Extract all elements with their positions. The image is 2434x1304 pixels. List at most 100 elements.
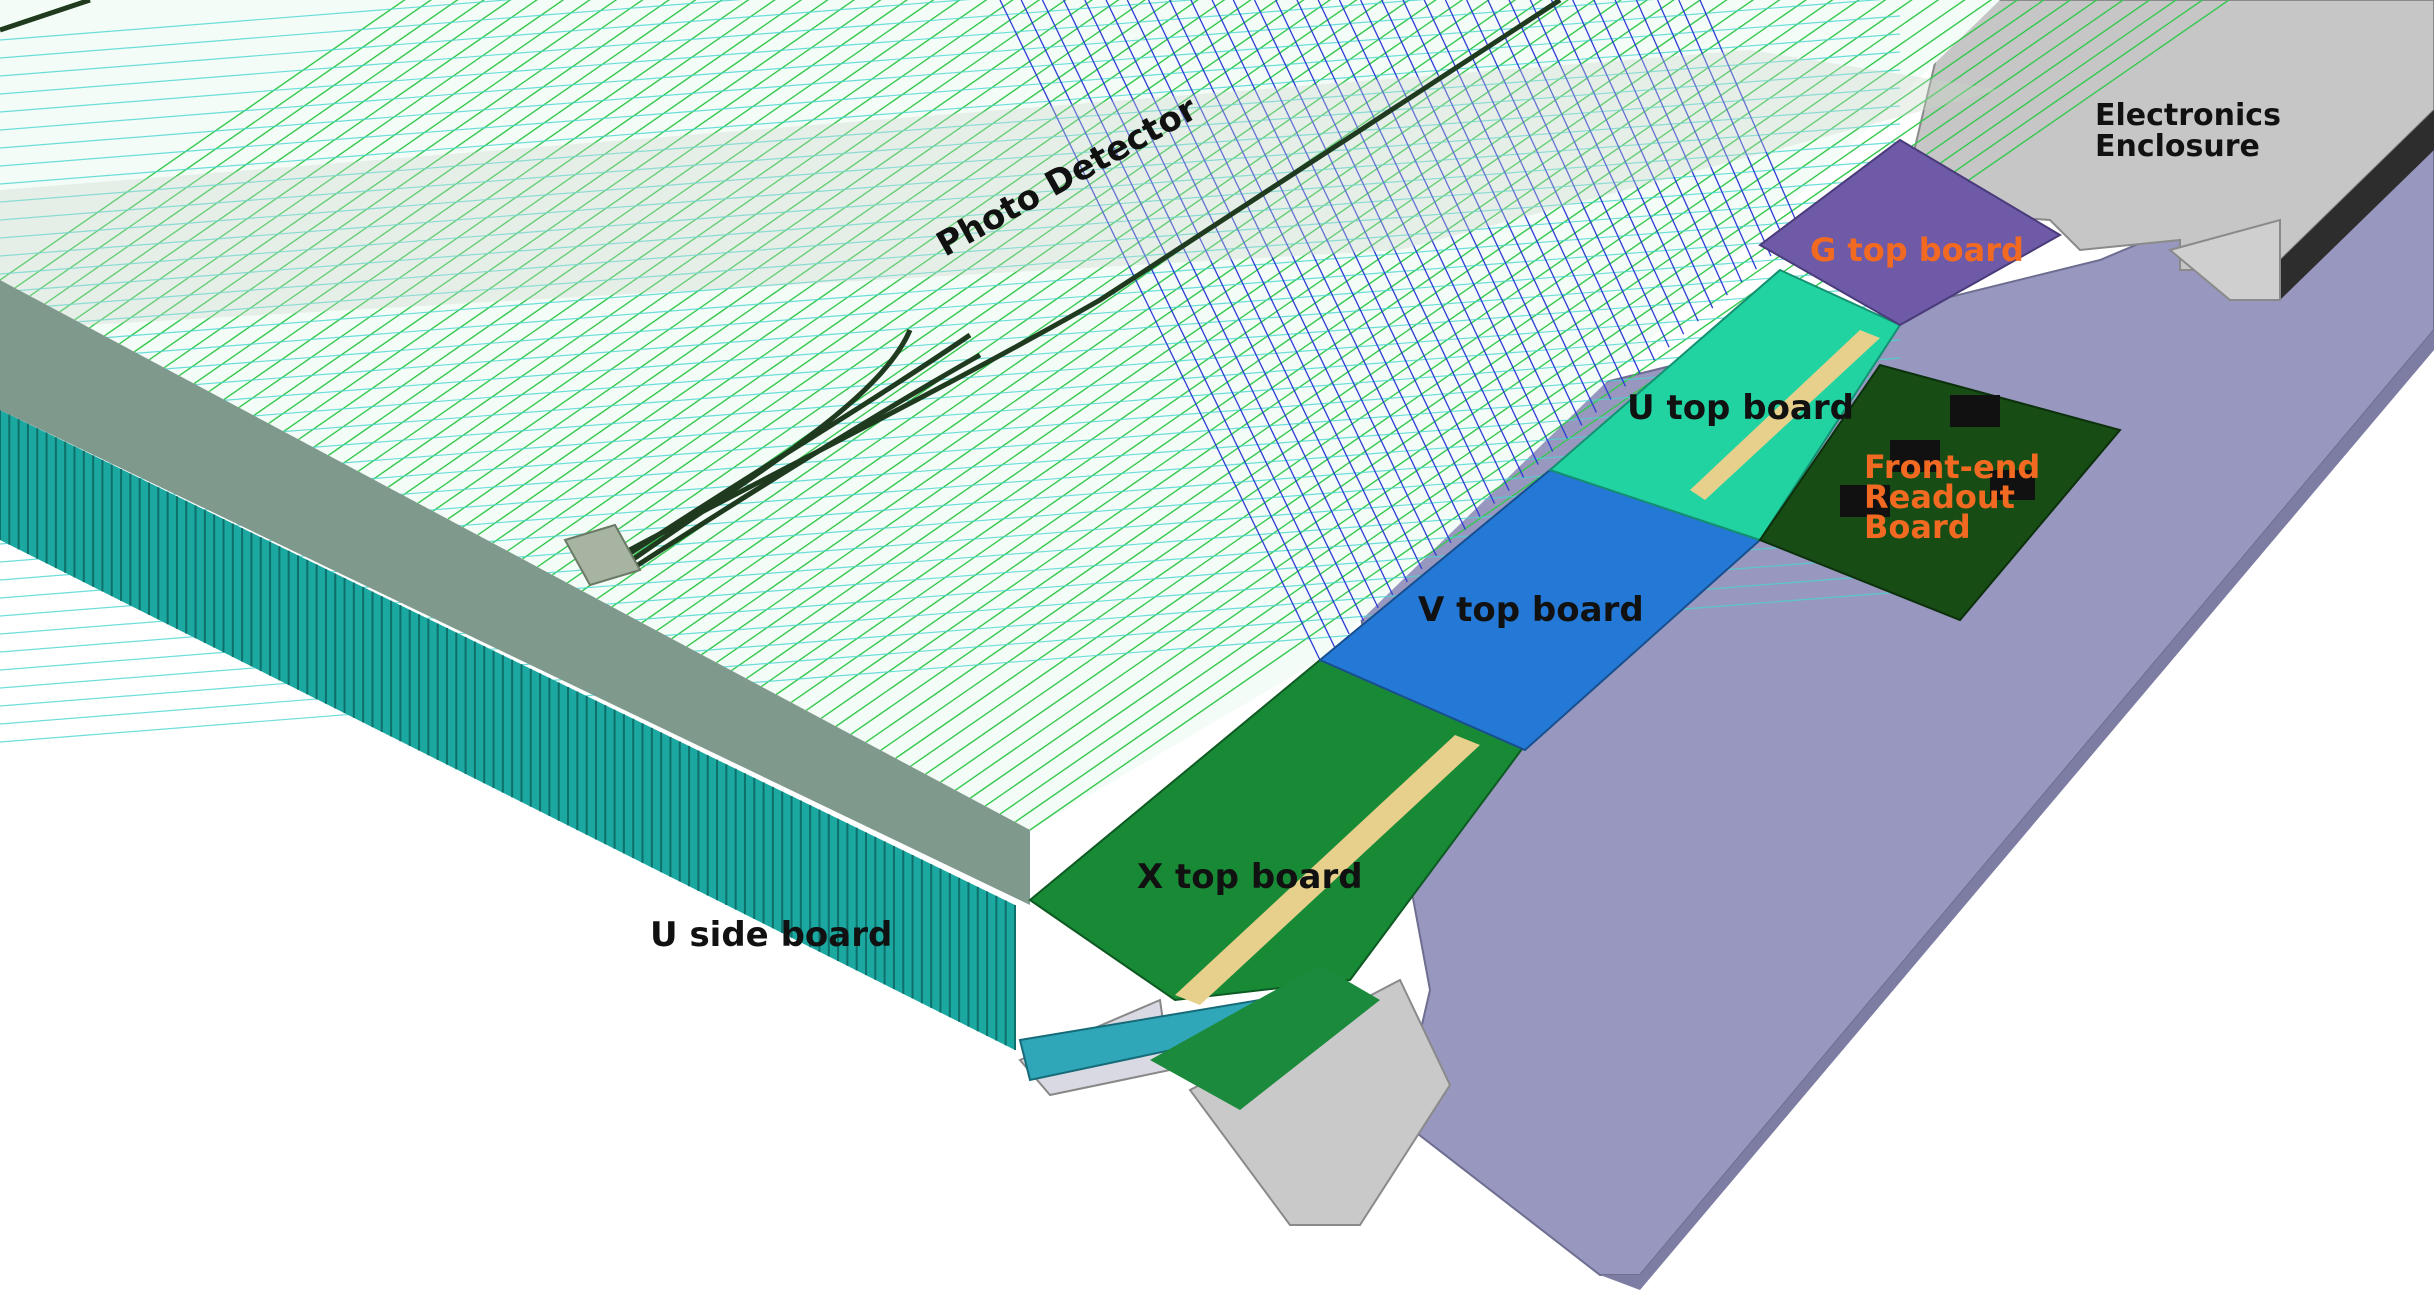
x-board-trace <box>1175 735 1480 1005</box>
wire <box>1466 0 1641 374</box>
wire <box>1656 0 1772 257</box>
wire <box>1063 0 1365 622</box>
wire <box>0 195 1901 347</box>
wire <box>1296 0 1525 478</box>
connector-board <box>1150 965 1380 1110</box>
wire <box>1402 0 1597 413</box>
wire <box>1317 0 1539 465</box>
wire <box>1508 0 1670 348</box>
wire <box>462 0 1226 528</box>
label-front-end-readout-board: Front-end Readout Board <box>1864 448 2041 543</box>
wire <box>208 0 776 393</box>
wire <box>820 0 1860 719</box>
photo-detector-fibers <box>0 0 1562 573</box>
wire <box>357 0 1041 472</box>
wire <box>596 0 1464 600</box>
wire <box>0 15 1901 167</box>
wire <box>477 0 1252 536</box>
label-g-top-board: G top board <box>1810 231 2024 269</box>
wire <box>805 0 1834 712</box>
x-top-board <box>1028 658 1527 1002</box>
wire <box>1360 0 1568 439</box>
wire <box>626 0 1517 616</box>
label-readout: Readout <box>1864 478 2015 516</box>
u-board-trace <box>1690 330 1880 500</box>
wire <box>178 0 723 377</box>
wire <box>0 285 1901 437</box>
wire <box>387 0 1094 488</box>
wire <box>865 0 1940 743</box>
wire <box>910 0 2019 767</box>
wire <box>1381 0 1583 426</box>
wire <box>1020 0 1336 648</box>
wire <box>1147 0 1423 570</box>
wire <box>775 0 1781 696</box>
wire <box>566 0 1411 584</box>
wire <box>402 0 1120 496</box>
side-board-top-edge <box>0 280 1030 905</box>
wire <box>850 0 1913 735</box>
wire <box>1169 0 1437 557</box>
wire <box>0 0 971 77</box>
label-u-side-board: U side board <box>650 915 893 955</box>
wire <box>0 0 1199 95</box>
wire <box>0 123 1901 275</box>
wire <box>253 0 856 417</box>
wire <box>14 0 433 289</box>
wire <box>0 303 1901 455</box>
wire <box>0 0 406 281</box>
wire <box>1572 0 1714 309</box>
u-side-board <box>0 410 1015 1050</box>
wire <box>0 141 1901 293</box>
wire <box>1253 0 1496 504</box>
wire <box>1190 0 1452 544</box>
wire <box>1084 0 1379 609</box>
wire <box>984 0 2151 807</box>
photo-detector-block <box>563 523 642 587</box>
wire <box>1678 0 1787 244</box>
wire <box>133 0 644 353</box>
wire <box>686 0 1622 648</box>
wire <box>313 0 961 448</box>
wire <box>835 0 1887 727</box>
wire <box>0 51 1901 203</box>
wire <box>1487 0 1656 361</box>
wire <box>536 0 1358 568</box>
wire <box>1699 0 1801 231</box>
wire <box>0 0 1427 113</box>
label-front-end: Front-end <box>1864 448 2041 486</box>
wire <box>0 0 743 59</box>
wire <box>372 0 1067 480</box>
wire <box>745 0 1728 680</box>
wire <box>432 0 1173 512</box>
wire <box>0 177 1901 329</box>
wire <box>1338 0 1554 452</box>
wire <box>163 0 697 369</box>
wire <box>342 0 1014 464</box>
wire <box>790 0 1808 704</box>
label-enclosure: Enclosure <box>2095 129 2260 164</box>
wire <box>0 159 1901 311</box>
wire <box>0 321 1901 473</box>
wire <box>1614 0 1743 283</box>
wire <box>1126 0 1408 583</box>
wire <box>298 0 935 440</box>
label-electronics-enclosure: Electronics Enclosure <box>2095 100 2281 162</box>
wire <box>1232 0 1481 517</box>
wire <box>492 0 1279 544</box>
wire <box>999 0 2178 815</box>
wire <box>1444 0 1627 387</box>
wire <box>1211 0 1467 530</box>
wire <box>507 0 1305 552</box>
wire <box>656 0 1570 632</box>
wire <box>0 0 1655 131</box>
wire <box>0 69 1901 221</box>
front-end-readout-board <box>1758 363 2122 622</box>
label-electronics: Electronics <box>2095 98 2281 133</box>
side-board-ribs <box>0 410 1016 1050</box>
wire <box>0 105 1901 257</box>
wire <box>671 0 1596 640</box>
wire <box>447 0 1199 520</box>
wire <box>1041 0 1350 635</box>
